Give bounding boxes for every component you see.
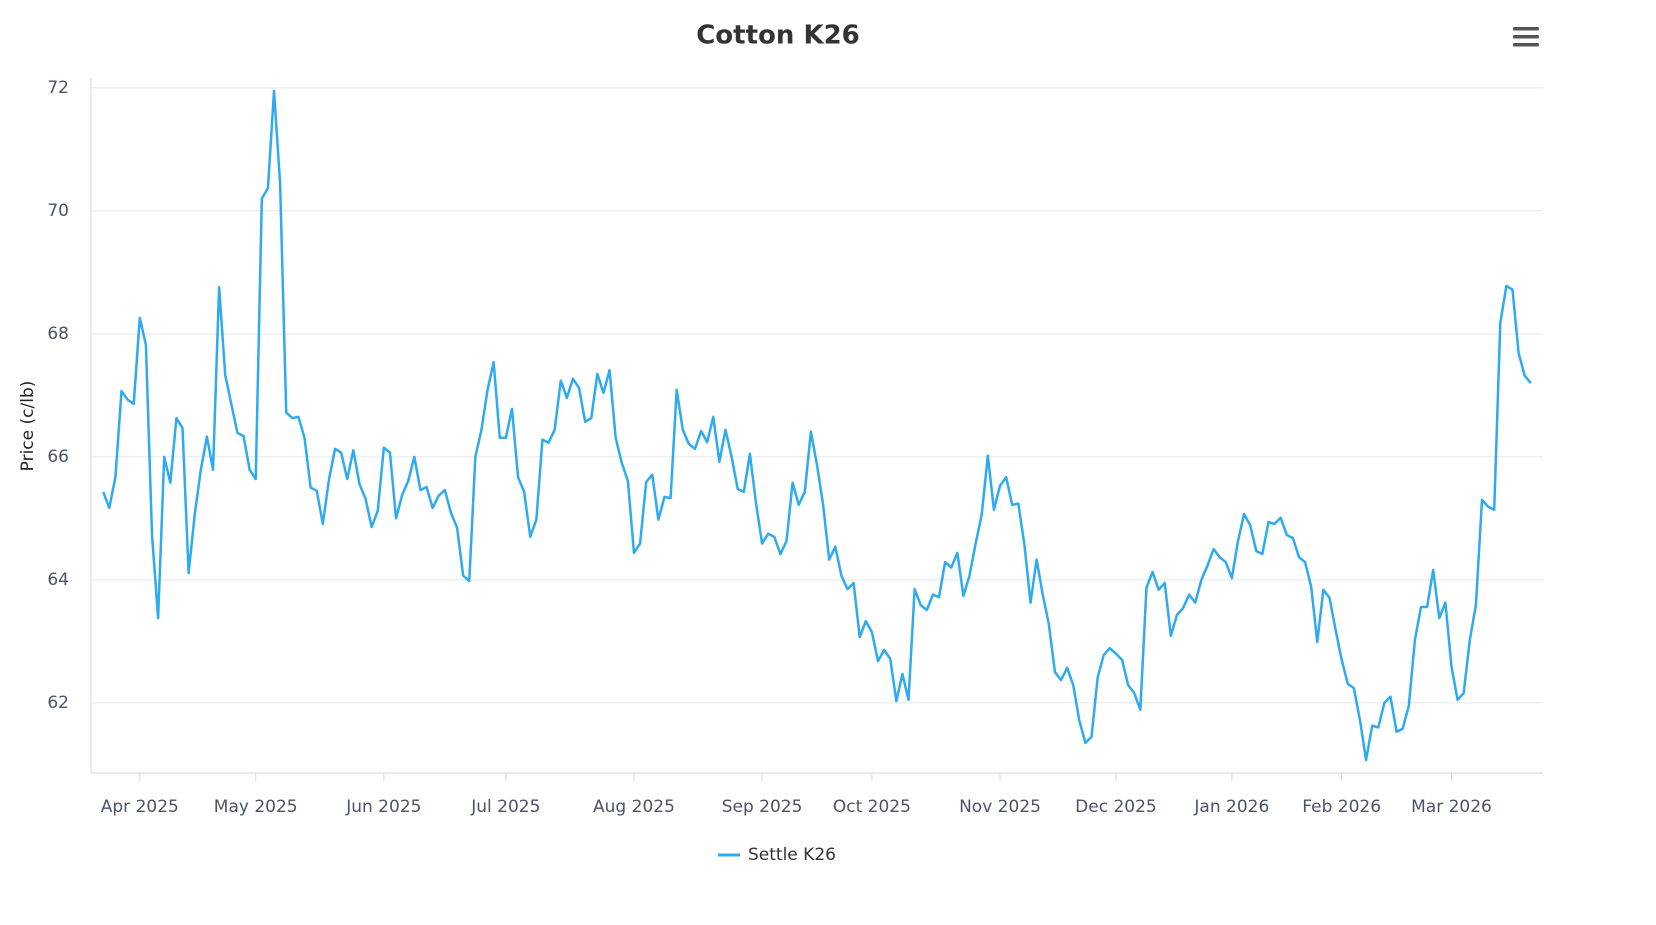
x-tick-label: Jun 2025 xyxy=(345,797,421,817)
y-tick-label: 64 xyxy=(47,570,69,590)
x-tick-label: Aug 2025 xyxy=(593,797,675,817)
x-tick-label: Apr 2025 xyxy=(101,797,179,817)
menu-bar[interactable] xyxy=(1513,35,1539,39)
x-tick-label: Feb 2026 xyxy=(1302,797,1381,817)
x-tick-label: Sep 2025 xyxy=(722,797,803,817)
x-tick-label: Mar 2026 xyxy=(1411,797,1492,817)
menu-bar[interactable] xyxy=(1513,43,1539,47)
series-line xyxy=(102,89,1532,762)
x-tick-label: Jul 2025 xyxy=(470,797,540,817)
y-tick-label: 72 xyxy=(47,78,69,98)
y-tick-label: 62 xyxy=(47,693,69,713)
legend-label: Settle K26 xyxy=(748,845,836,865)
x-tick-label: Nov 2025 xyxy=(959,797,1041,817)
menu-bar[interactable] xyxy=(1513,27,1539,31)
y-tick-label: 68 xyxy=(47,324,69,344)
x-tick-label: Oct 2025 xyxy=(833,797,911,817)
x-tick-label: May 2025 xyxy=(214,797,298,817)
x-tick-label: Dec 2025 xyxy=(1075,797,1157,817)
y-tick-label: 66 xyxy=(47,447,69,467)
x-tick-label: Jan 2026 xyxy=(1193,797,1269,817)
y-tick-label: 70 xyxy=(47,201,69,221)
y-axis-label: Price (c/lb) xyxy=(18,381,38,472)
chart-title: Cotton K26 xyxy=(696,21,860,51)
menu-button[interactable] xyxy=(1513,27,1539,47)
